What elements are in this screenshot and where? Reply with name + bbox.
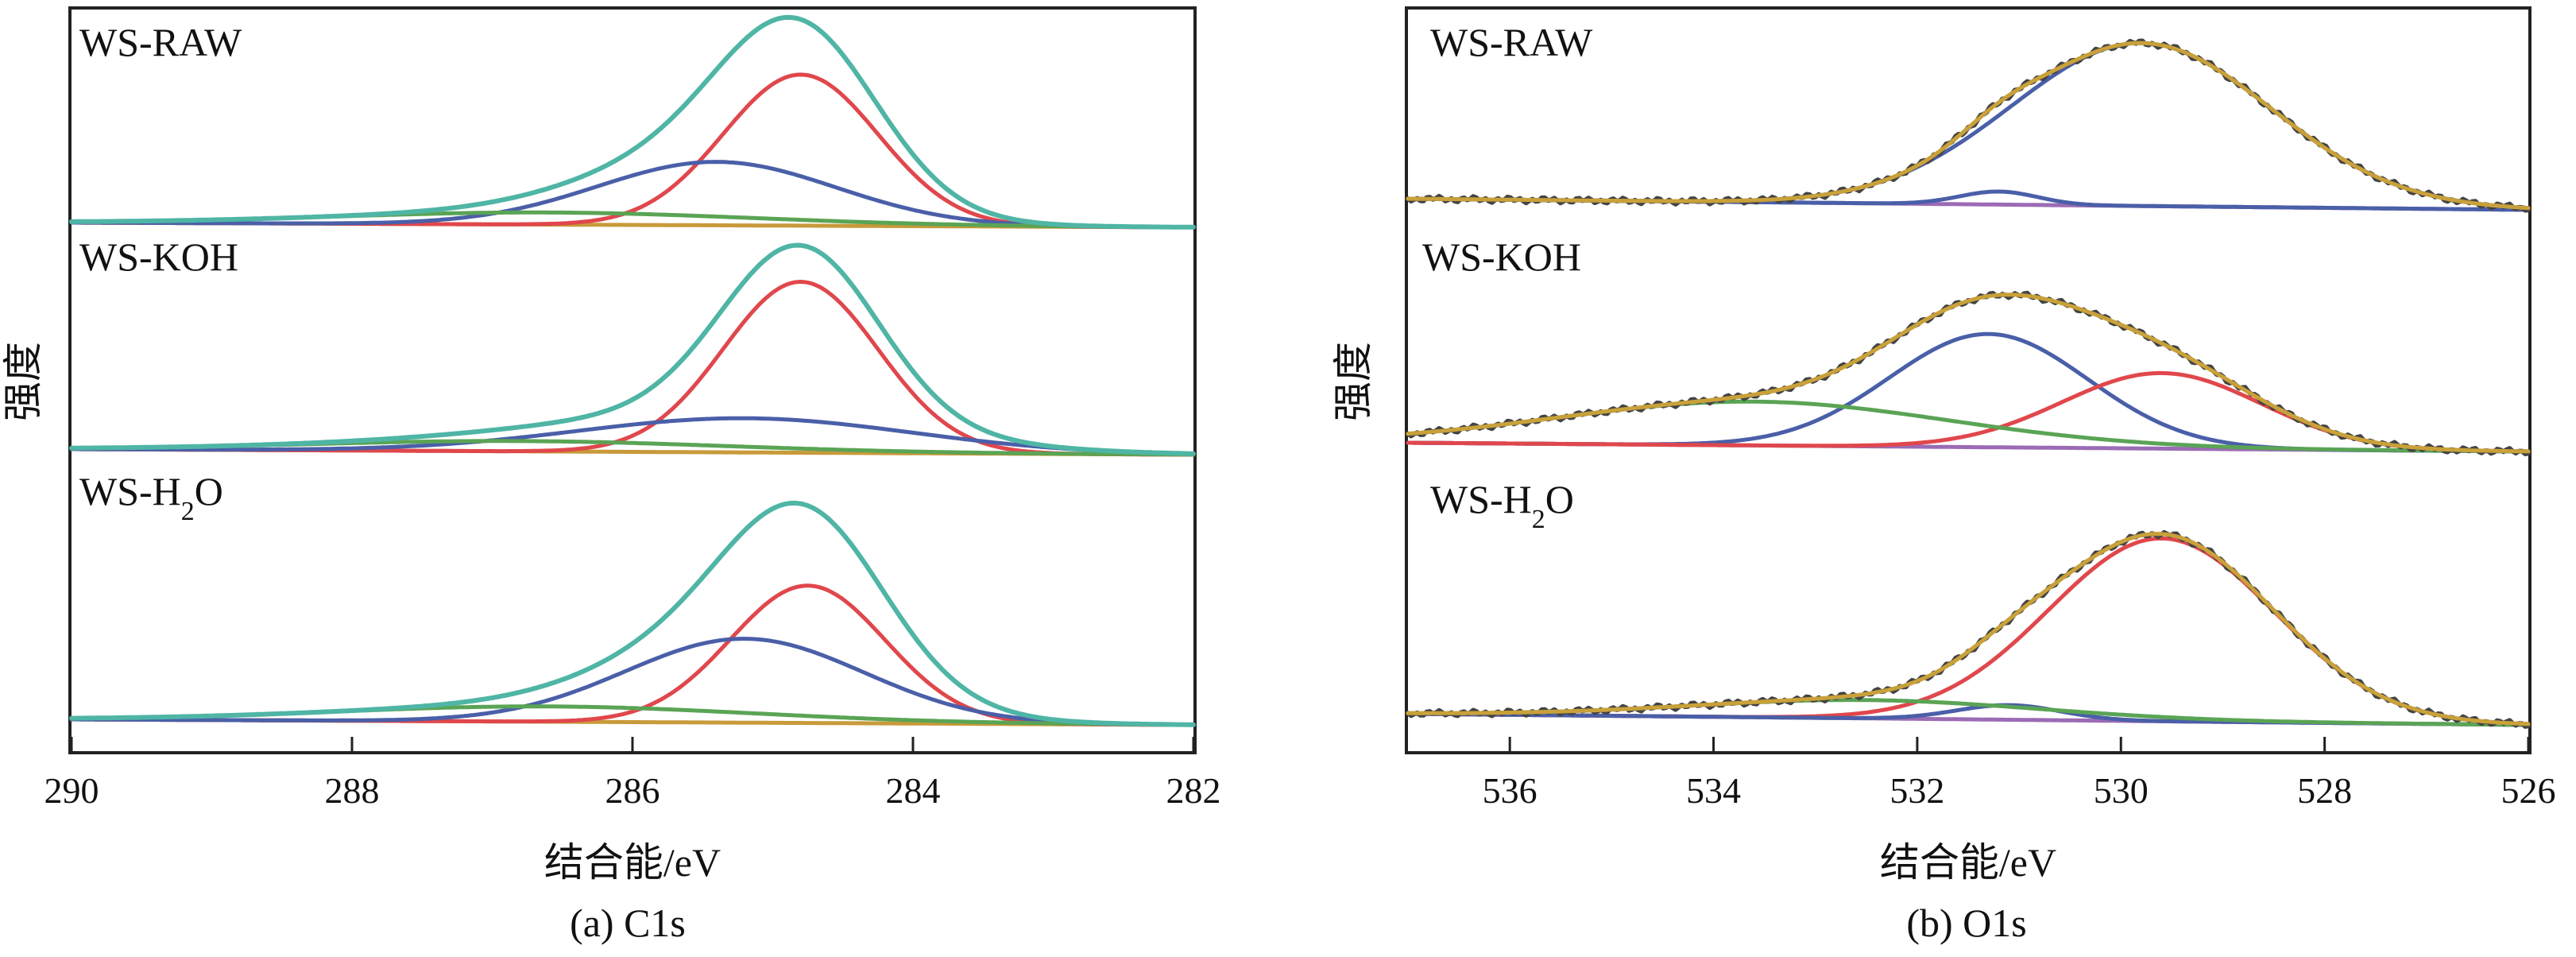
c1s-panel-labels: WS-RAW WS-KOH WS-H2O <box>79 20 242 526</box>
o1s-panel-labels: WS-RAW WS-KOH WS-H2O <box>1422 20 1593 534</box>
o1s-caption: (b) O1s <box>1906 901 2026 945</box>
x-tick-label: 530 <box>2094 770 2149 811</box>
x-tick-label: 528 <box>2297 770 2352 811</box>
x-tick-label: 286 <box>605 770 660 811</box>
c1s-x-axis-title: 结合能/eV <box>544 840 721 885</box>
o1s-y-axis-title: 强度 <box>1331 342 1375 421</box>
chart-c1s: 290 288 286 284 282 WS-RAW WS-KOH WS-H2O 强度 结合… <box>1 6 1221 945</box>
series-raw-data <box>1406 529 2531 729</box>
series-fit-envelope <box>1406 532 2531 726</box>
series-o-c <box>1406 536 2531 726</box>
panel-label: WS-KOH <box>1422 234 1581 279</box>
panel-label: WS-H2O <box>1430 477 1574 534</box>
panel-label: WS-RAW <box>79 20 242 64</box>
panel-label: WS-RAW <box>1430 20 1593 64</box>
o1s-x-axis-title: 结合能/eV <box>1880 840 2056 885</box>
x-tick-label: 282 <box>1166 770 1221 811</box>
x-tick-label: 288 <box>325 770 380 811</box>
x-tick-label: 532 <box>1889 770 1944 811</box>
panel-label: WS-KOH <box>79 234 238 279</box>
series-c-o <box>69 160 1196 230</box>
x-tick-label: 534 <box>1686 770 1741 811</box>
c1s-curves <box>69 14 1196 727</box>
x-tick-label: 290 <box>44 770 99 811</box>
o1s-x-axis: 536 534 532 530 528 526 <box>1483 737 2556 811</box>
series-fit-envelope <box>1406 41 2531 211</box>
series-envelope <box>69 242 1196 456</box>
series-c-c-c-h <box>69 280 1196 457</box>
o1s-curves <box>1406 38 2531 729</box>
series-c-c-c-h <box>69 583 1196 727</box>
c1s-caption: (a) C1s <box>570 901 686 945</box>
series-c-o <box>69 416 1196 456</box>
x-tick-label: 526 <box>2501 770 2556 811</box>
panel-label: WS-H2O <box>79 469 223 526</box>
x-tick-label: 536 <box>1483 770 1537 811</box>
series-envelope <box>69 500 1196 727</box>
series-c-o <box>69 637 1196 727</box>
chart-o1s: 536 534 532 530 528 526 WS-RAW WS-KOH WS-H2O 强度… <box>1331 6 2556 945</box>
c1s-x-axis: 290 288 286 284 282 <box>44 737 1221 811</box>
c1s-y-axis-title: 强度 <box>1 342 45 421</box>
series-envelope <box>69 14 1196 230</box>
series-fit-envelope <box>1406 293 2531 454</box>
x-tick-label: 284 <box>886 770 941 811</box>
o1s-plot-frame <box>1405 6 2532 754</box>
series-raw-data <box>1406 290 2531 456</box>
